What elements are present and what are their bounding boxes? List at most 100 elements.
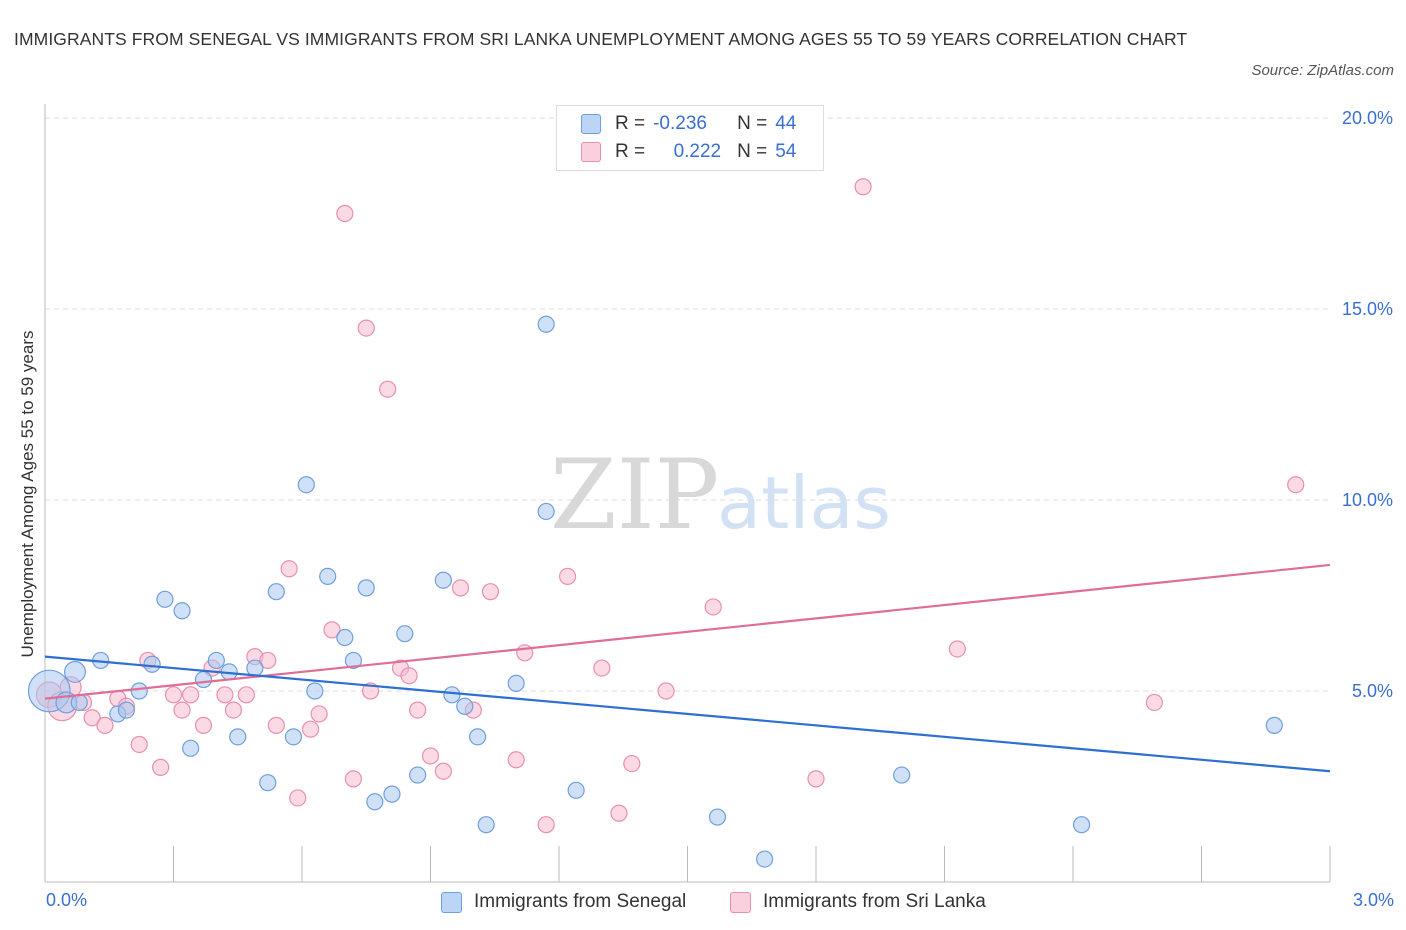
srilanka-point	[194, 716, 213, 734]
srilanka-point	[558, 567, 577, 586]
senegal-point	[383, 785, 401, 803]
bottom-legend-label-srilanka: Immigrants from Sri Lanka	[763, 891, 986, 912]
srilanka-point	[421, 747, 440, 765]
watermark: ZIP atlas	[550, 439, 891, 551]
srilanka-point	[537, 816, 555, 834]
senegal-point	[182, 739, 200, 757]
bottom-legend-senegal[interactable]: Immigrants from Senegal	[441, 888, 686, 916]
senegal-point	[366, 793, 384, 811]
srilanka-point	[704, 598, 722, 616]
bottom-legend-srilanka[interactable]: Immigrants from Sri Lanka	[730, 888, 986, 916]
y-tick-label: 10.0%	[1342, 490, 1393, 510]
senegal-point	[567, 781, 585, 799]
axes	[44, 104, 1331, 883]
senegal-point	[173, 602, 191, 620]
srilanka-point	[237, 686, 255, 704]
senegal-point	[284, 728, 303, 746]
srilanka-point	[409, 701, 427, 719]
grid	[45, 117, 1330, 692]
srilanka-point	[400, 667, 418, 685]
legend-n-value: 54	[775, 141, 797, 162]
srilanka-point	[854, 178, 872, 196]
senegal-point	[1072, 816, 1091, 834]
srilanka-point	[434, 762, 452, 780]
bottom-legend-label-senegal: Immigrants from Senegal	[474, 891, 687, 912]
legend-row-senegal: R = -0.236 N = 44	[581, 110, 796, 138]
legend-swatch-senegal	[581, 114, 601, 134]
senegal-point	[130, 682, 148, 700]
legend-r-value: 0.222	[653, 141, 733, 163]
srilanka-point	[173, 701, 191, 719]
srilanka-trend-line	[44, 563, 1331, 700]
senegal-point	[456, 697, 474, 715]
srilanka-point	[1145, 693, 1163, 712]
senegal-point	[434, 571, 452, 589]
srilanka-point	[164, 686, 183, 704]
srilanka-point	[96, 716, 114, 734]
srilanka-point	[610, 804, 628, 822]
senegal-point	[537, 502, 555, 521]
y-tick-labels: 5.0% 10.0% 15.0% 20.0%	[1342, 108, 1393, 701]
srilanka-point	[130, 735, 148, 754]
senegal-point	[537, 315, 555, 333]
senegal-point	[267, 583, 285, 601]
watermark-atlas: atlas	[717, 461, 891, 545]
senegal-point	[1265, 716, 1283, 734]
senegal-point	[143, 655, 161, 673]
senegal-point	[443, 686, 461, 704]
senegal-point	[117, 701, 135, 719]
x-tick-label-min: 0.0%	[46, 890, 88, 910]
senegal-point	[246, 659, 264, 677]
chart-title: IMMIGRANTS FROM SENEGAL VS IMMIGRANTS FR…	[14, 29, 1188, 49]
srilanka-point	[451, 579, 470, 597]
srilanka-point	[357, 319, 375, 337]
senegal-point	[319, 567, 337, 586]
senegal-point	[297, 476, 315, 494]
srilanka-point	[379, 380, 397, 398]
senegal-point	[708, 808, 727, 826]
srilanka-point	[336, 204, 354, 223]
srilanka-point	[259, 651, 277, 670]
srilanka-point	[948, 640, 966, 658]
senegal-point	[63, 660, 86, 683]
srilanka-point	[1287, 476, 1305, 494]
senegal-point	[477, 816, 495, 834]
y-tick-label: 5.0%	[1352, 681, 1393, 701]
senegal-point	[469, 728, 487, 746]
senegal-point	[409, 766, 427, 784]
bottom-legend-swatch-senegal	[441, 891, 462, 913]
legend-r-value-text: 0.222	[673, 141, 722, 162]
trend-lines	[44, 563, 1331, 773]
senegal-point	[306, 682, 324, 700]
senegal-point	[755, 850, 774, 868]
watermark-zip: ZIP	[550, 439, 719, 551]
legend-swatch-srilanka	[581, 142, 601, 162]
source-label: Source: ZipAtlas.com	[1251, 62, 1394, 79]
srilanka-point	[623, 754, 641, 773]
legend-r-label: R =	[615, 141, 646, 162]
srilanka-point	[593, 659, 611, 677]
senegal-point	[156, 590, 174, 608]
srilanka-point	[280, 560, 298, 578]
srilanka-point	[301, 720, 320, 738]
bottom-legend-swatch-srilanka	[730, 891, 751, 913]
senegal-point	[396, 625, 414, 643]
senegal-point	[259, 774, 277, 792]
senegal-point	[207, 651, 225, 670]
legend-n-label: N =	[737, 113, 768, 134]
srilanka-point	[807, 770, 825, 788]
senegal-points	[27, 315, 1283, 868]
senegal-point	[229, 728, 247, 746]
srilanka-point	[289, 789, 307, 807]
legend-n-value: 44	[775, 113, 797, 134]
senegal-point	[507, 674, 525, 692]
srilanka-point	[83, 709, 101, 727]
srilanka-point	[152, 758, 170, 777]
senegal-point	[336, 628, 354, 647]
correlation-legend: R = -0.236 N = 44 R = 0.222 N = 54	[556, 105, 824, 171]
srilanka-point	[267, 716, 285, 734]
legend-row-srilanka: R = 0.222 N = 54	[581, 138, 796, 166]
senegal-trend-line	[44, 655, 1331, 773]
legend-n-label: N =	[737, 141, 768, 162]
senegal-point	[194, 670, 213, 689]
